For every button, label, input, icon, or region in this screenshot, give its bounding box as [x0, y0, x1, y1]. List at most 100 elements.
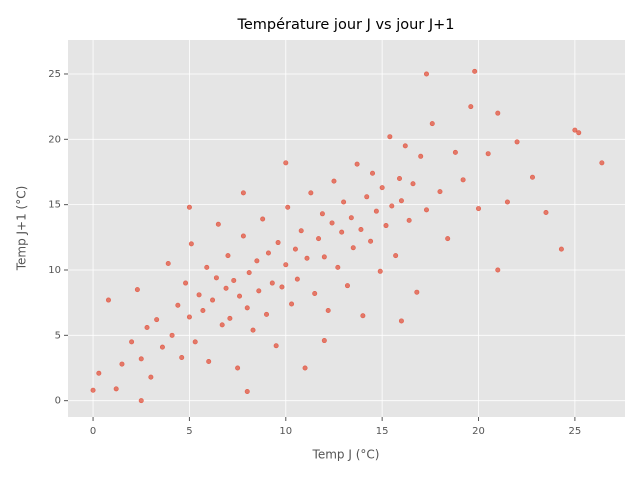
point — [265, 250, 271, 256]
point — [387, 134, 393, 140]
point — [223, 285, 229, 291]
point — [231, 277, 237, 283]
point — [514, 139, 520, 145]
point — [406, 217, 412, 223]
point — [206, 358, 212, 364]
point — [344, 283, 350, 289]
point — [240, 190, 246, 196]
point — [227, 315, 233, 321]
x-axis-label: Temp J (°C) — [312, 448, 380, 462]
point — [379, 185, 385, 191]
point — [329, 220, 335, 226]
point — [414, 289, 420, 295]
point — [321, 338, 327, 344]
point — [354, 161, 360, 167]
x-tick-label: 20 — [472, 426, 485, 437]
point — [246, 270, 252, 276]
point — [213, 275, 219, 281]
x-tick-label: 10 — [279, 426, 292, 437]
point — [472, 68, 478, 74]
point — [283, 262, 289, 268]
point — [452, 149, 458, 155]
point — [264, 311, 270, 317]
point — [402, 143, 408, 149]
point — [397, 176, 403, 182]
point — [423, 207, 429, 213]
point — [468, 104, 474, 110]
point — [429, 121, 435, 127]
point — [377, 268, 383, 274]
point — [368, 238, 374, 244]
point — [576, 130, 582, 136]
point — [529, 174, 535, 180]
point — [144, 324, 150, 330]
point — [105, 297, 111, 303]
y-axis-label: Temp J+1 (°C) — [15, 186, 29, 272]
point — [260, 216, 266, 222]
point — [183, 280, 189, 286]
point — [572, 127, 578, 133]
point — [364, 194, 370, 200]
point — [341, 199, 347, 205]
point — [154, 317, 160, 323]
point — [148, 374, 154, 380]
point — [90, 387, 96, 393]
x-tick-label: 25 — [569, 426, 582, 437]
point — [225, 253, 231, 259]
point — [312, 291, 318, 297]
point — [304, 255, 310, 261]
point — [348, 215, 354, 221]
point — [398, 198, 404, 204]
point — [113, 386, 119, 392]
point — [308, 190, 314, 196]
point — [495, 110, 501, 116]
point — [96, 370, 102, 376]
point — [383, 223, 389, 229]
point — [495, 267, 501, 273]
point — [169, 332, 175, 338]
point — [254, 258, 260, 264]
point — [358, 226, 364, 232]
point — [460, 177, 466, 183]
point — [196, 292, 202, 298]
point — [285, 204, 291, 210]
point — [210, 297, 216, 303]
y-tick-label: 20 — [48, 134, 61, 145]
point — [175, 302, 181, 308]
point — [485, 151, 491, 157]
y-tick-label: 15 — [48, 200, 61, 211]
point — [179, 355, 185, 361]
x-tick-label: 15 — [376, 426, 389, 437]
point — [138, 398, 144, 404]
point — [289, 301, 295, 307]
point — [294, 276, 300, 282]
chart-title: Température jour J vs jour J+1 — [236, 17, 454, 33]
point — [134, 287, 140, 293]
point — [256, 288, 262, 294]
y-tick-label: 10 — [48, 265, 61, 276]
point — [445, 236, 451, 242]
point — [335, 264, 341, 270]
point — [437, 189, 443, 195]
point — [321, 254, 327, 260]
point — [339, 229, 345, 235]
point — [418, 153, 424, 159]
point — [331, 178, 337, 184]
point — [275, 240, 281, 246]
point — [316, 236, 322, 242]
point — [240, 233, 246, 239]
point — [219, 322, 225, 328]
point — [159, 344, 165, 350]
point — [298, 228, 304, 234]
point — [476, 206, 482, 212]
plot-area — [68, 40, 625, 417]
point — [204, 264, 210, 270]
y-tick-label: 0 — [55, 396, 61, 407]
point — [244, 389, 250, 395]
point — [250, 327, 256, 333]
point — [119, 361, 125, 367]
point — [186, 204, 192, 210]
point — [186, 314, 192, 320]
point — [215, 221, 221, 227]
point — [325, 307, 331, 313]
